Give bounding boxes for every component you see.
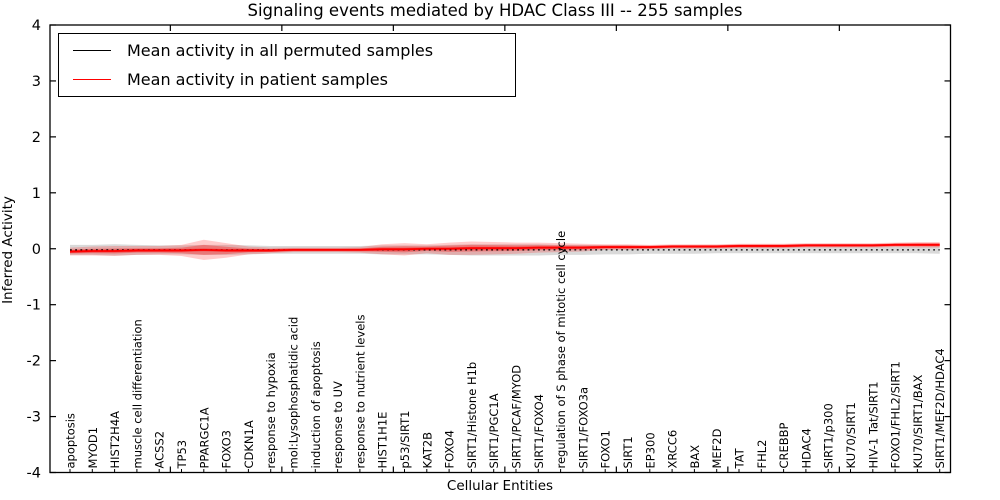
x-tick-label: HIST2H4A (108, 411, 122, 469)
x-tick-label: mol:Lysophosphatidic acid (287, 317, 301, 469)
x-tick-label: HDAC4 (799, 428, 813, 468)
x-tick-label: regulation of S phase of mitotic cell cy… (554, 231, 568, 469)
x-tick-label: HIST1H1E (376, 412, 390, 469)
y-tick-label: 1 (32, 186, 41, 202)
legend-line-sample-red (73, 79, 111, 80)
x-tick-label: FOXO3 (220, 430, 234, 468)
y-tick-label: -3 (27, 410, 41, 426)
y-tick-label: -1 (27, 298, 41, 314)
x-tick-label: ACSS2 (153, 431, 167, 469)
y-tick-label: -2 (27, 354, 41, 370)
x-tick-label: FOXO4 (443, 430, 457, 468)
legend-label: Mean activity in patient samples (127, 70, 388, 89)
x-tick-label: response to nutrient levels (353, 315, 367, 469)
x-tick-label: p53/SIRT1 (398, 411, 412, 469)
y-tick-label: 4 (32, 18, 41, 34)
y-tick-label: -4 (27, 466, 41, 482)
chart-title: Signaling events mediated by HDAC Class … (247, 1, 743, 20)
x-tick-label: FOXO1 (599, 430, 613, 468)
y-axis-label: Inferred Activity (0, 196, 16, 304)
x-tick-label: TAT (733, 447, 747, 469)
y-tick-label: 0 (32, 242, 41, 258)
x-axis-label: Cellular Entities (446, 478, 554, 494)
x-tick-label: SIRT1/Histone H1b (465, 362, 479, 469)
x-tick-label: KAT2B (420, 432, 434, 469)
x-tick-label: SIRT1/FOXO3a (576, 387, 590, 469)
x-tick-label: apoptosis (64, 413, 78, 468)
legend-entry-permuted: Mean activity in all permuted samples (73, 40, 515, 62)
x-tick-label: induction of apoptosis (309, 341, 323, 468)
legend-entry-patient: Mean activity in patient samples (73, 69, 515, 91)
legend-line-sample-black (73, 50, 111, 51)
x-tick-label: SIRT1/PCAF/MYOD (510, 365, 524, 469)
x-tick-label: EP300 (643, 432, 657, 468)
legend: Mean activity in all permuted samples Me… (58, 33, 516, 97)
x-tick-label: SIRT1/PGC1A (487, 393, 501, 468)
x-tick-label: FOXO1/FHL2/SIRT1 (889, 361, 903, 468)
x-tick-label: KU70/SIRT1/BAX (911, 375, 925, 469)
x-tick-label: response to UV (331, 381, 345, 469)
x-tick-label: BAX (688, 445, 702, 469)
x-tick-label: CDKN1A (242, 420, 256, 468)
x-tick-label: FHL2 (755, 440, 769, 469)
x-tick-label: PPARGC1A (197, 407, 211, 468)
x-tick-label: SIRT1/MEF2D/HDAC4 (933, 348, 947, 468)
x-tick-label: CREBBP (777, 422, 791, 468)
legend-label: Mean activity in all permuted samples (127, 41, 434, 60)
x-tick-label: SIRT1 (621, 436, 635, 468)
y-tick-label: 3 (32, 74, 41, 90)
x-tick-label: KU70/SIRT1 (844, 402, 858, 468)
patient-variance-band-outer (70, 239, 940, 260)
x-tick-label: muscle cell differentiation (130, 319, 144, 468)
x-tick-label: HIV-1 Tat/SIRT1 (866, 381, 880, 468)
x-tick-label: XRCC6 (666, 430, 680, 469)
x-tick-label: MEF2D (710, 428, 724, 468)
patient-mean-line (69, 243, 940, 253)
x-tick-label: TP53 (175, 440, 189, 470)
x-tick-label: response to hypoxia (264, 352, 278, 468)
x-tick-label: SIRT1/p300 (822, 403, 836, 468)
x-tick-label: MYOD1 (86, 427, 100, 469)
y-tick-label: 2 (32, 130, 41, 146)
x-tick-label: SIRT1/FOXO4 (532, 394, 546, 469)
